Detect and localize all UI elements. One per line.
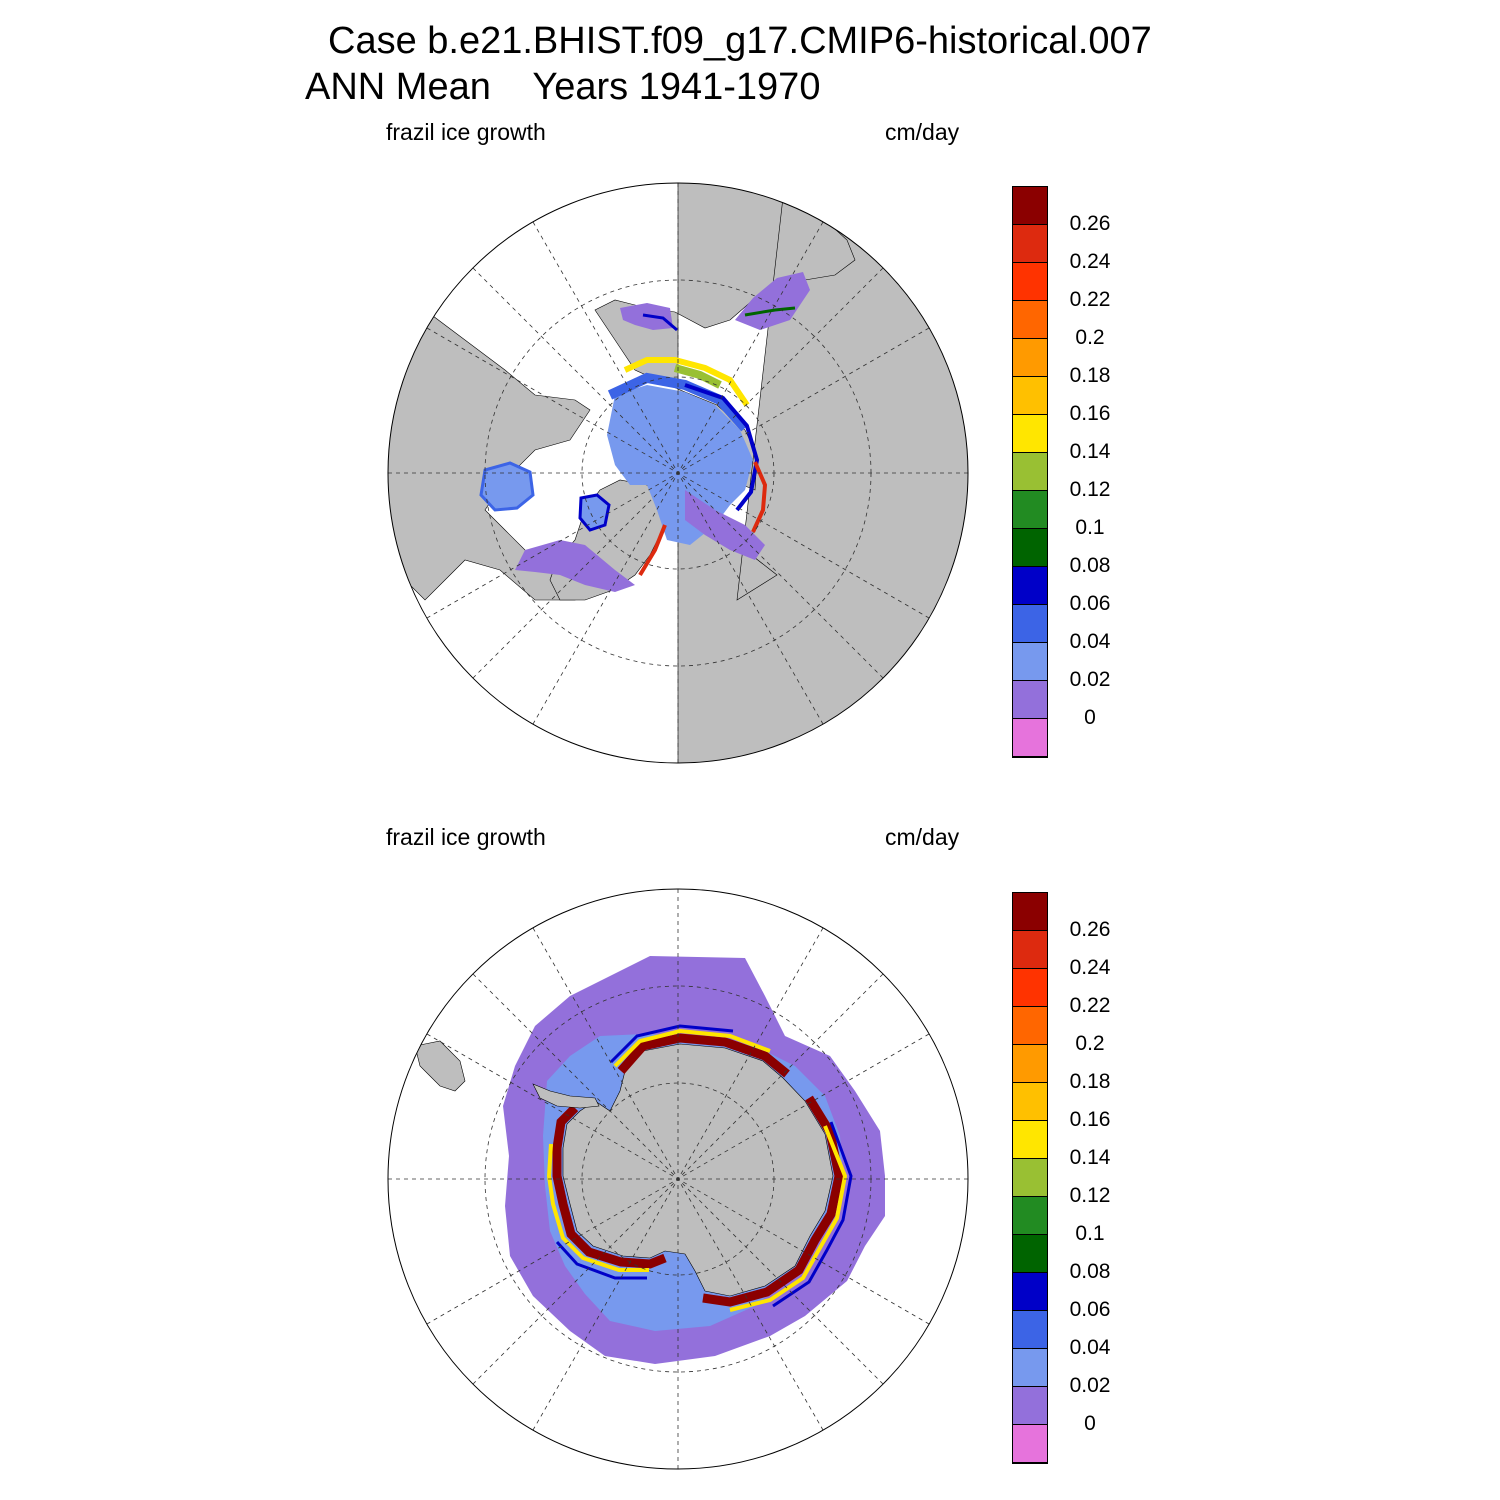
colorbar-box	[1013, 339, 1047, 377]
colorbar-box	[1013, 263, 1047, 301]
north-arctic-ice-band-yellow	[623, 357, 750, 407]
colorbar-label: 0.24	[1069, 956, 1111, 979]
colorbar-label: 0.22	[1069, 288, 1111, 311]
colorbar-box	[1013, 1387, 1047, 1425]
colorbar-box	[1013, 1349, 1047, 1387]
north-arctic-ice-band-red	[751, 461, 768, 533]
colorbar-box	[1013, 719, 1047, 757]
south-colorbar	[1012, 892, 1048, 1464]
colorbar-label: 0.1	[1075, 516, 1105, 539]
north-arctic-ice-band-dark	[684, 383, 760, 512]
colorbar-box	[1013, 1045, 1047, 1083]
south-left-string: frazil ice growth	[386, 824, 546, 850]
colorbar-label: 0.14	[1069, 440, 1111, 463]
colorbar-label: 0.04	[1069, 1336, 1111, 1359]
south-graticule	[388, 889, 968, 1469]
colorbar-box	[1013, 1235, 1047, 1273]
north-map-border	[387, 182, 969, 764]
south-land-peninsula	[532, 1083, 600, 1109]
colorbar-box	[1013, 529, 1047, 567]
colorbar-label: 0.16	[1069, 402, 1111, 425]
colorbar-label: 0.14	[1069, 1146, 1111, 1169]
north-labrador-sea-purple	[515, 540, 635, 592]
colorbar-label: 0.26	[1069, 918, 1111, 941]
colorbar-box	[1013, 605, 1047, 643]
south-map-border	[387, 888, 969, 1470]
colorbar-label: 0.2	[1075, 1032, 1105, 1055]
antarctic-polar-map	[387, 888, 969, 1470]
north-greenland-east-red	[638, 524, 667, 577]
north-bering-dark	[642, 313, 678, 332]
colorbar-box	[1013, 415, 1047, 453]
north-arctic-ice-light	[607, 385, 753, 545]
south-coastal-yellow	[546, 1028, 848, 1312]
colorbar-box	[1013, 1425, 1047, 1463]
north-okhotsk-purple	[735, 272, 810, 330]
colorbar-label: 0.12	[1069, 1184, 1111, 1207]
colorbar-box	[1013, 377, 1047, 415]
south-land-south-america	[414, 1040, 466, 1092]
colorbar-label: 0.06	[1069, 1298, 1111, 1321]
colorbar-label: 0.2	[1075, 326, 1105, 349]
colorbar-box	[1013, 1273, 1047, 1311]
colorbar-box	[1013, 1121, 1047, 1159]
colorbar-label: 0.18	[1069, 1070, 1111, 1093]
colorbar-box	[1013, 453, 1047, 491]
south-land-antarctica	[562, 1043, 834, 1297]
colorbar-box	[1013, 643, 1047, 681]
north-arctic-ice-purple	[685, 490, 765, 560]
colorbar-label: 0.24	[1069, 250, 1111, 273]
north-okhotsk-dark	[744, 306, 796, 317]
colorbar-box	[1013, 1311, 1047, 1349]
colorbar-box	[1013, 491, 1047, 529]
colorbar-label: 0.08	[1069, 554, 1111, 577]
colorbar-label: 0.1	[1075, 1222, 1105, 1245]
colorbar-box	[1013, 1159, 1047, 1197]
colorbar-label: 0	[1084, 706, 1096, 729]
north-left-string: frazil ice growth	[386, 119, 546, 145]
case-title: Case b.e21.BHIST.f09_g17.CMIP6-historica…	[328, 20, 1152, 62]
colorbar-label: 0.02	[1069, 668, 1111, 691]
colorbar-label: 0.04	[1069, 630, 1111, 653]
colorbar-box	[1013, 301, 1047, 339]
arctic-polar-map	[387, 182, 969, 764]
north-arctic-ice-band-green	[673, 364, 722, 389]
colorbar-box	[1013, 1197, 1047, 1235]
north-graticule	[388, 183, 968, 763]
colorbar-label: 0.16	[1069, 1108, 1111, 1131]
colorbar-box	[1013, 187, 1047, 225]
colorbar-box	[1013, 225, 1047, 263]
colorbar-box	[1013, 681, 1047, 719]
north-land-north-america	[388, 309, 591, 601]
colorbar-box	[1013, 567, 1047, 605]
colorbar-label: 0.22	[1069, 994, 1111, 1017]
south-coastal-dark-red	[617, 1033, 790, 1078]
colorbar-label: 0.18	[1069, 364, 1111, 387]
north-colorbar	[1012, 186, 1048, 758]
colorbar-label: 0.08	[1069, 1260, 1111, 1283]
north-units: cm/day	[885, 119, 960, 145]
period-title: ANN Mean Years 1941-1970	[305, 66, 821, 108]
north-hudson-bay	[479, 461, 535, 512]
colorbar-box	[1013, 893, 1047, 931]
colorbar-label: 0.12	[1069, 478, 1111, 501]
colorbar-box	[1013, 931, 1047, 969]
colorbar-box	[1013, 1083, 1047, 1121]
colorbar-label: 0	[1084, 1412, 1096, 1435]
south-coastal-red-west	[552, 1104, 667, 1269]
colorbar-label: 0.02	[1069, 1374, 1111, 1397]
north-baffin-bay	[578, 493, 611, 532]
colorbar-label: 0.06	[1069, 592, 1111, 615]
colorbar-box	[1013, 969, 1047, 1007]
colorbar-label: 0.26	[1069, 212, 1111, 235]
colorbar-box	[1013, 1007, 1047, 1045]
south-units: cm/day	[885, 824, 960, 850]
south-coastal-blue	[555, 1024, 853, 1308]
